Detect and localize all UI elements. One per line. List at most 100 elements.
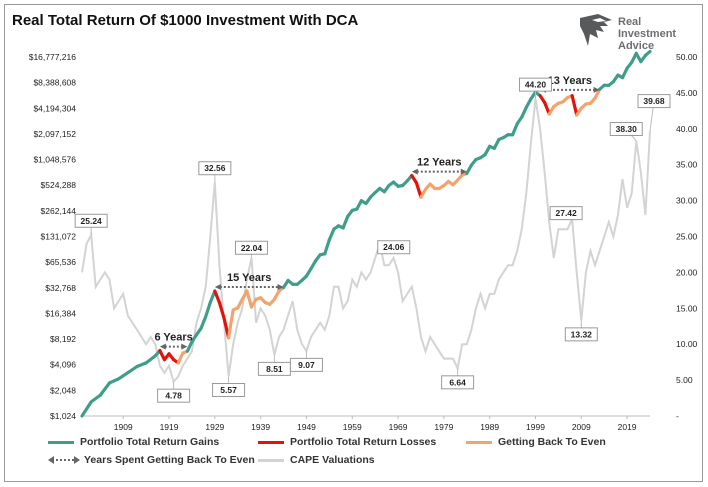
brand-line-3: Advice xyxy=(618,40,655,52)
left-axis-tick-label: $32,768 xyxy=(45,283,76,293)
x-axis-tick-label: 2009 xyxy=(572,422,591,432)
portfolio-series-segment xyxy=(185,340,194,353)
span-label: 6 Years xyxy=(154,332,192,344)
x-axis-tick-label: 1919 xyxy=(160,422,179,432)
span-arrow-head-left xyxy=(411,168,418,175)
portfolio-series-segment xyxy=(199,315,208,330)
eagle-logo-icon xyxy=(580,14,612,46)
left-axis-tick-label: $4,096 xyxy=(50,360,76,370)
cape-callout-box xyxy=(518,77,552,92)
portfolio-series-segment xyxy=(80,400,93,418)
span-arrow-head-right xyxy=(181,343,188,350)
legend-item-gains: Portfolio Total Return Gains xyxy=(48,436,219,448)
legend-label: CAPE Valuations xyxy=(290,454,375,466)
legend-label: Portfolio Total Return Gains xyxy=(80,436,220,448)
dotted-arrow-icon xyxy=(48,456,80,464)
brand-logo: Real Investment Advice xyxy=(578,12,696,54)
legend-item-losses: Portfolio Total Return Losses xyxy=(258,436,436,448)
portfolio-series-segment xyxy=(98,381,112,397)
portfolio-series-segment xyxy=(89,393,102,404)
cape-callout-box xyxy=(289,357,323,372)
cape-callout-label: 9.07 xyxy=(298,360,315,370)
portfolio-series-segment xyxy=(135,361,148,369)
left-axis-tick-label: $524,288 xyxy=(41,180,77,190)
right-axis-tick-label: 45.00 xyxy=(676,88,698,98)
cape-callout-box xyxy=(157,388,191,403)
portfolio-series-segment xyxy=(126,364,139,375)
left-axis-tick-label: $2,097,152 xyxy=(33,129,76,139)
portfolio-series-segment xyxy=(543,100,551,116)
right-axis-tick-label: 35.00 xyxy=(676,160,698,170)
portfolio-series-segment xyxy=(217,300,226,320)
cape-callout-label: 24.06 xyxy=(383,242,405,252)
portfolio-series-segment xyxy=(414,181,423,199)
portfolio-series-segment xyxy=(236,297,244,310)
portfolio-series-segment xyxy=(176,351,185,365)
chart-frame xyxy=(4,4,703,482)
cape-series-line xyxy=(81,98,651,384)
cape-callout-box xyxy=(637,94,671,109)
cape-callout-box xyxy=(377,240,411,255)
legend-item-back-to-even: Getting Back To Even xyxy=(466,436,606,448)
cape-callout-label: 25.24 xyxy=(81,216,103,226)
cape-callout-label: 39.68 xyxy=(643,96,665,106)
x-axis-tick-label: 1909 xyxy=(114,422,133,432)
left-axis-tick-label: $4,194,304 xyxy=(33,103,76,113)
right-axis-tick-label: 40.00 xyxy=(676,124,698,134)
cape-callout-label: 8.51 xyxy=(266,364,283,374)
portfolio-series-segment xyxy=(245,289,254,309)
left-axis-tick-label: $1,024 xyxy=(50,411,76,421)
legend-item-years-span: Years Spent Getting Back To Even xyxy=(48,454,255,466)
left-axis-tick-label: $1,048,576 xyxy=(33,155,76,165)
x-axis-tick-label: 2019 xyxy=(618,422,637,432)
portfolio-series-segment xyxy=(327,227,336,242)
legend-label: Portfolio Total Return Losses xyxy=(290,436,437,448)
portfolio-series-segment xyxy=(510,122,519,137)
cape-callout-box xyxy=(198,161,232,176)
cape-callout-label: 44.20 xyxy=(525,80,547,90)
cape-callout-box xyxy=(441,375,475,390)
right-axis-tick-label: - xyxy=(676,411,679,421)
span-arrow-head-right xyxy=(460,168,467,175)
x-axis-tick-label: 1929 xyxy=(205,422,224,432)
brand-line-2: Investment xyxy=(618,28,677,40)
portfolio-series-segment xyxy=(492,137,501,150)
brand-name: Real Investment Advice xyxy=(618,16,676,52)
portfolio-series-segment xyxy=(620,66,629,80)
portfolio-series-segment xyxy=(643,49,652,58)
cape-callout-label: 32.56 xyxy=(204,163,226,173)
span-label: 13 Years xyxy=(548,75,592,87)
cape-callout-box xyxy=(564,327,598,342)
legend-swatch xyxy=(258,458,284,462)
right-axis-tick-label: 25.00 xyxy=(676,232,698,242)
legend-item-cape: CAPE Valuations xyxy=(258,454,375,466)
cape-callout-label: 4.78 xyxy=(165,391,182,401)
right-axis-tick-label: 15.00 xyxy=(676,303,698,313)
chart-title: Real Total Return Of $1000 Investment Wi… xyxy=(12,12,359,29)
cape-callout-box xyxy=(234,240,268,255)
legend-swatch xyxy=(466,440,492,444)
portfolio-series-segment xyxy=(213,289,222,305)
portfolio-series-segment xyxy=(107,377,121,385)
portfolio-series-segment xyxy=(570,94,579,117)
legend-swatch xyxy=(48,440,74,444)
span-arrow-head-right xyxy=(593,86,600,93)
brand-line-1: Real xyxy=(618,16,642,28)
x-axis-tick-label: 1969 xyxy=(389,422,408,432)
right-axis-tick-label: 20.00 xyxy=(676,267,698,277)
span-label: 12 Years xyxy=(417,157,461,169)
right-axis-tick-label: 30.00 xyxy=(676,196,698,206)
cape-callout-label: 5.57 xyxy=(220,385,237,395)
left-axis-tick-label: $8,192 xyxy=(50,334,76,344)
portfolio-series-segment xyxy=(204,300,212,319)
right-axis-tick-label: 5.00 xyxy=(676,375,693,385)
left-axis-tick-label: $262,144 xyxy=(41,206,77,216)
x-axis-tick-label: 1979 xyxy=(434,422,453,432)
legend-label: Getting Back To Even xyxy=(498,436,606,448)
cape-callout-label: 13.32 xyxy=(571,329,593,339)
right-axis-tick-label: 10.00 xyxy=(676,339,698,349)
span-arrow-head-right xyxy=(277,284,284,291)
span-label: 15 Years xyxy=(227,272,271,284)
right-axis-tick-label: 50.00 xyxy=(676,52,698,62)
cape-callout-box xyxy=(74,213,108,228)
